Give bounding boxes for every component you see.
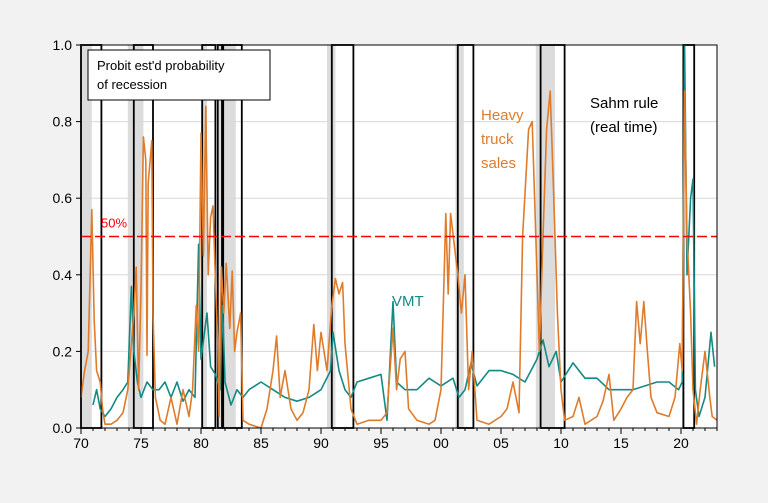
- x-tick-label: 70: [73, 435, 89, 451]
- heavy-truck-sales-line: [80, 90, 718, 429]
- sahm-label-line: Sahm rule: [590, 95, 658, 112]
- vmt-label: VMT: [392, 293, 424, 310]
- y-tick-label: 0.4: [53, 267, 73, 283]
- x-tick-label: 85: [253, 435, 269, 451]
- y-tick-label: 0.8: [53, 114, 73, 130]
- plot-frame: [80, 44, 718, 429]
- y-tick-label: 0.0: [53, 420, 73, 436]
- heavy-truck-sales-label: Heavy truck sales: [481, 107, 524, 172]
- x-tick-label: 05: [493, 435, 509, 451]
- series-label-line: Heavy: [481, 107, 524, 124]
- series-label-line: sales: [481, 155, 516, 172]
- y-tick-label: 1.0: [53, 37, 73, 53]
- threshold-label: 50%: [101, 216, 127, 231]
- x-tick-label: 15: [613, 435, 629, 451]
- x-tick-label: 95: [373, 435, 389, 451]
- legend-line-2: of recession: [97, 77, 167, 92]
- y-tick-label: 0.6: [53, 190, 73, 206]
- series-label-line: truck: [481, 131, 514, 148]
- x-tick-label: 00: [433, 435, 449, 451]
- axes: 0.0 0.2 0.4 0.6 0.8 1.0 70 75 80 85 90 95 00 05 10 15 20: [53, 37, 718, 451]
- x-tick-label: 10: [553, 435, 569, 451]
- x-tick-label: 20: [673, 435, 689, 451]
- x-tick-label: 80: [193, 435, 209, 451]
- x-tick-label: 75: [133, 435, 149, 451]
- gridlines: [81, 121, 717, 352]
- vmt-line: [92, 44, 716, 422]
- y-tick-label: 0.2: [53, 343, 73, 359]
- sahm-label-line: (real time): [590, 119, 658, 136]
- series-lines: [80, 44, 718, 429]
- sahm-rule-label: Sahm rule (real time): [590, 95, 658, 136]
- x-tick-label: 90: [313, 435, 329, 451]
- legend-line-1: Probit est'd probability: [97, 58, 225, 73]
- legend-box: Probit est'd probability of recession: [87, 49, 271, 101]
